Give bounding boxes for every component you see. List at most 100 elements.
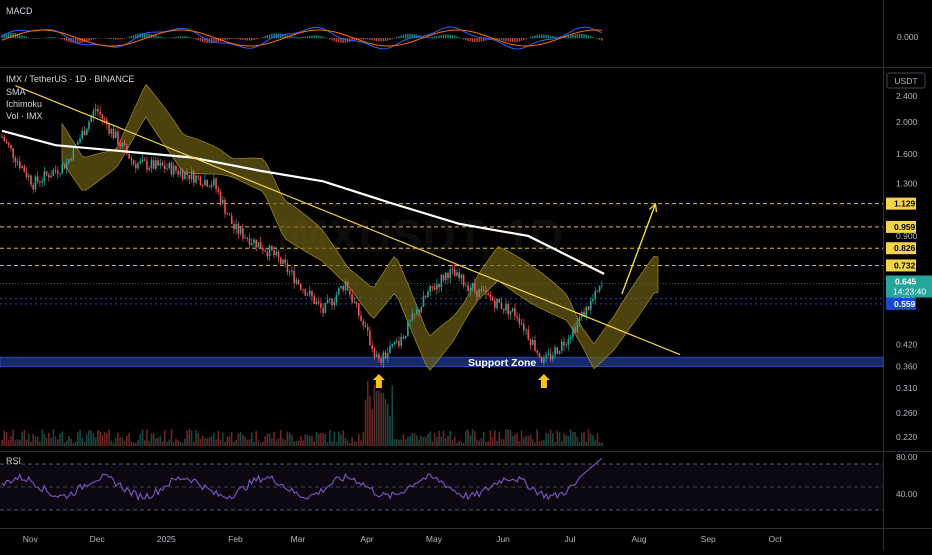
volume-bar bbox=[300, 436, 302, 446]
candle-body bbox=[354, 302, 356, 303]
volume-bar bbox=[202, 436, 204, 446]
macd-bar bbox=[463, 38, 464, 39]
volume-bar bbox=[39, 441, 41, 446]
candle-body bbox=[487, 293, 489, 294]
volume-bar bbox=[467, 429, 469, 446]
candle-body bbox=[592, 299, 594, 301]
candle-body bbox=[429, 286, 431, 292]
volume-bar bbox=[434, 433, 436, 446]
volume-bar bbox=[28, 434, 30, 446]
macd-bar bbox=[525, 38, 526, 39]
volume-bar bbox=[235, 440, 237, 446]
legend-sma[interactable]: SMA bbox=[6, 87, 26, 97]
volume-bar bbox=[342, 430, 344, 446]
macd-bar bbox=[548, 35, 549, 38]
candle-body bbox=[220, 192, 222, 204]
candle-body bbox=[510, 311, 512, 314]
candle-body bbox=[66, 163, 68, 169]
currency-button[interactable]: USDT bbox=[887, 73, 925, 88]
macd-bar bbox=[441, 35, 442, 38]
volume-bar bbox=[153, 433, 155, 446]
macd-bar bbox=[171, 37, 172, 38]
legend-volume[interactable]: Vol · IMX bbox=[6, 111, 43, 121]
candle-body bbox=[541, 357, 543, 362]
candle-body bbox=[333, 302, 335, 305]
candle-body bbox=[271, 246, 273, 250]
candle-body bbox=[492, 298, 494, 301]
volume-bar bbox=[209, 437, 211, 446]
candle-body bbox=[358, 303, 360, 315]
macd-bar bbox=[387, 38, 388, 41]
volume-bar bbox=[160, 436, 162, 446]
volume-bar bbox=[494, 430, 496, 446]
macd-bar bbox=[322, 37, 323, 39]
candle-body bbox=[338, 288, 340, 294]
macd-bar bbox=[64, 38, 65, 40]
candle-body bbox=[166, 168, 168, 169]
volume-bar bbox=[126, 436, 128, 446]
volume-bar bbox=[336, 442, 338, 446]
macd-bar bbox=[119, 38, 120, 39]
legend-ichimoku[interactable]: Ichimoku bbox=[6, 99, 42, 109]
symbol-title[interactable]: IMX / TetherUS · 1D · BINANCE bbox=[6, 74, 134, 84]
candle-body bbox=[530, 339, 532, 345]
volume-bar bbox=[585, 441, 587, 446]
volume-bar bbox=[95, 437, 97, 446]
volume-bar bbox=[177, 440, 179, 446]
level-badge: 0.959 bbox=[886, 221, 916, 233]
volume-bar bbox=[338, 432, 340, 446]
volume-bar bbox=[79, 430, 81, 446]
candle-body bbox=[445, 273, 447, 280]
volume-bar bbox=[438, 431, 440, 446]
candle-body bbox=[447, 273, 449, 278]
candle-body bbox=[478, 289, 480, 297]
candle-body bbox=[579, 317, 581, 321]
macd-bar bbox=[365, 38, 366, 39]
volume-bar bbox=[10, 436, 12, 446]
macd-bar bbox=[601, 38, 602, 41]
macd-bar bbox=[269, 34, 270, 38]
macd-bar bbox=[374, 38, 375, 41]
volume-bar bbox=[492, 437, 494, 446]
candle-body bbox=[124, 143, 126, 145]
macd-bar bbox=[124, 38, 125, 39]
candle-body bbox=[465, 286, 467, 287]
macd-bar bbox=[298, 37, 299, 38]
date-tick: Jul bbox=[565, 534, 576, 544]
volume-bar bbox=[240, 432, 242, 446]
candle-body bbox=[599, 286, 601, 291]
price-tick: 0.360 bbox=[896, 362, 918, 372]
candle-body bbox=[472, 284, 474, 289]
volume-bar bbox=[131, 442, 133, 446]
volume-bar bbox=[478, 441, 480, 446]
macd-bar bbox=[229, 38, 230, 39]
candle-body bbox=[325, 303, 327, 313]
candle-body bbox=[403, 337, 405, 338]
volume-bar bbox=[599, 442, 601, 446]
candle-body bbox=[90, 116, 92, 121]
macd-bar bbox=[336, 38, 337, 42]
volume-bar bbox=[226, 437, 228, 446]
volume-bar bbox=[548, 434, 550, 446]
candle-body bbox=[186, 172, 188, 175]
volume-bar bbox=[287, 432, 289, 446]
candle-body bbox=[470, 288, 472, 291]
macd-bar bbox=[231, 38, 232, 39]
macd-bar bbox=[590, 36, 591, 38]
volume-bar bbox=[403, 434, 405, 446]
volume-bar bbox=[313, 441, 315, 446]
volume-bar bbox=[64, 443, 66, 446]
macd-bar bbox=[311, 35, 312, 38]
volume-bar bbox=[128, 433, 130, 446]
volume-bar bbox=[173, 442, 175, 446]
volume-bar bbox=[37, 437, 39, 446]
volume-bar bbox=[574, 432, 576, 446]
candle-body bbox=[264, 251, 266, 252]
volume-bar bbox=[151, 433, 153, 446]
candle-body bbox=[585, 306, 587, 316]
volume-bar bbox=[325, 434, 327, 446]
candle-body bbox=[15, 158, 17, 162]
currency-label[interactable]: USDT bbox=[894, 76, 917, 86]
candle-body bbox=[157, 160, 159, 165]
